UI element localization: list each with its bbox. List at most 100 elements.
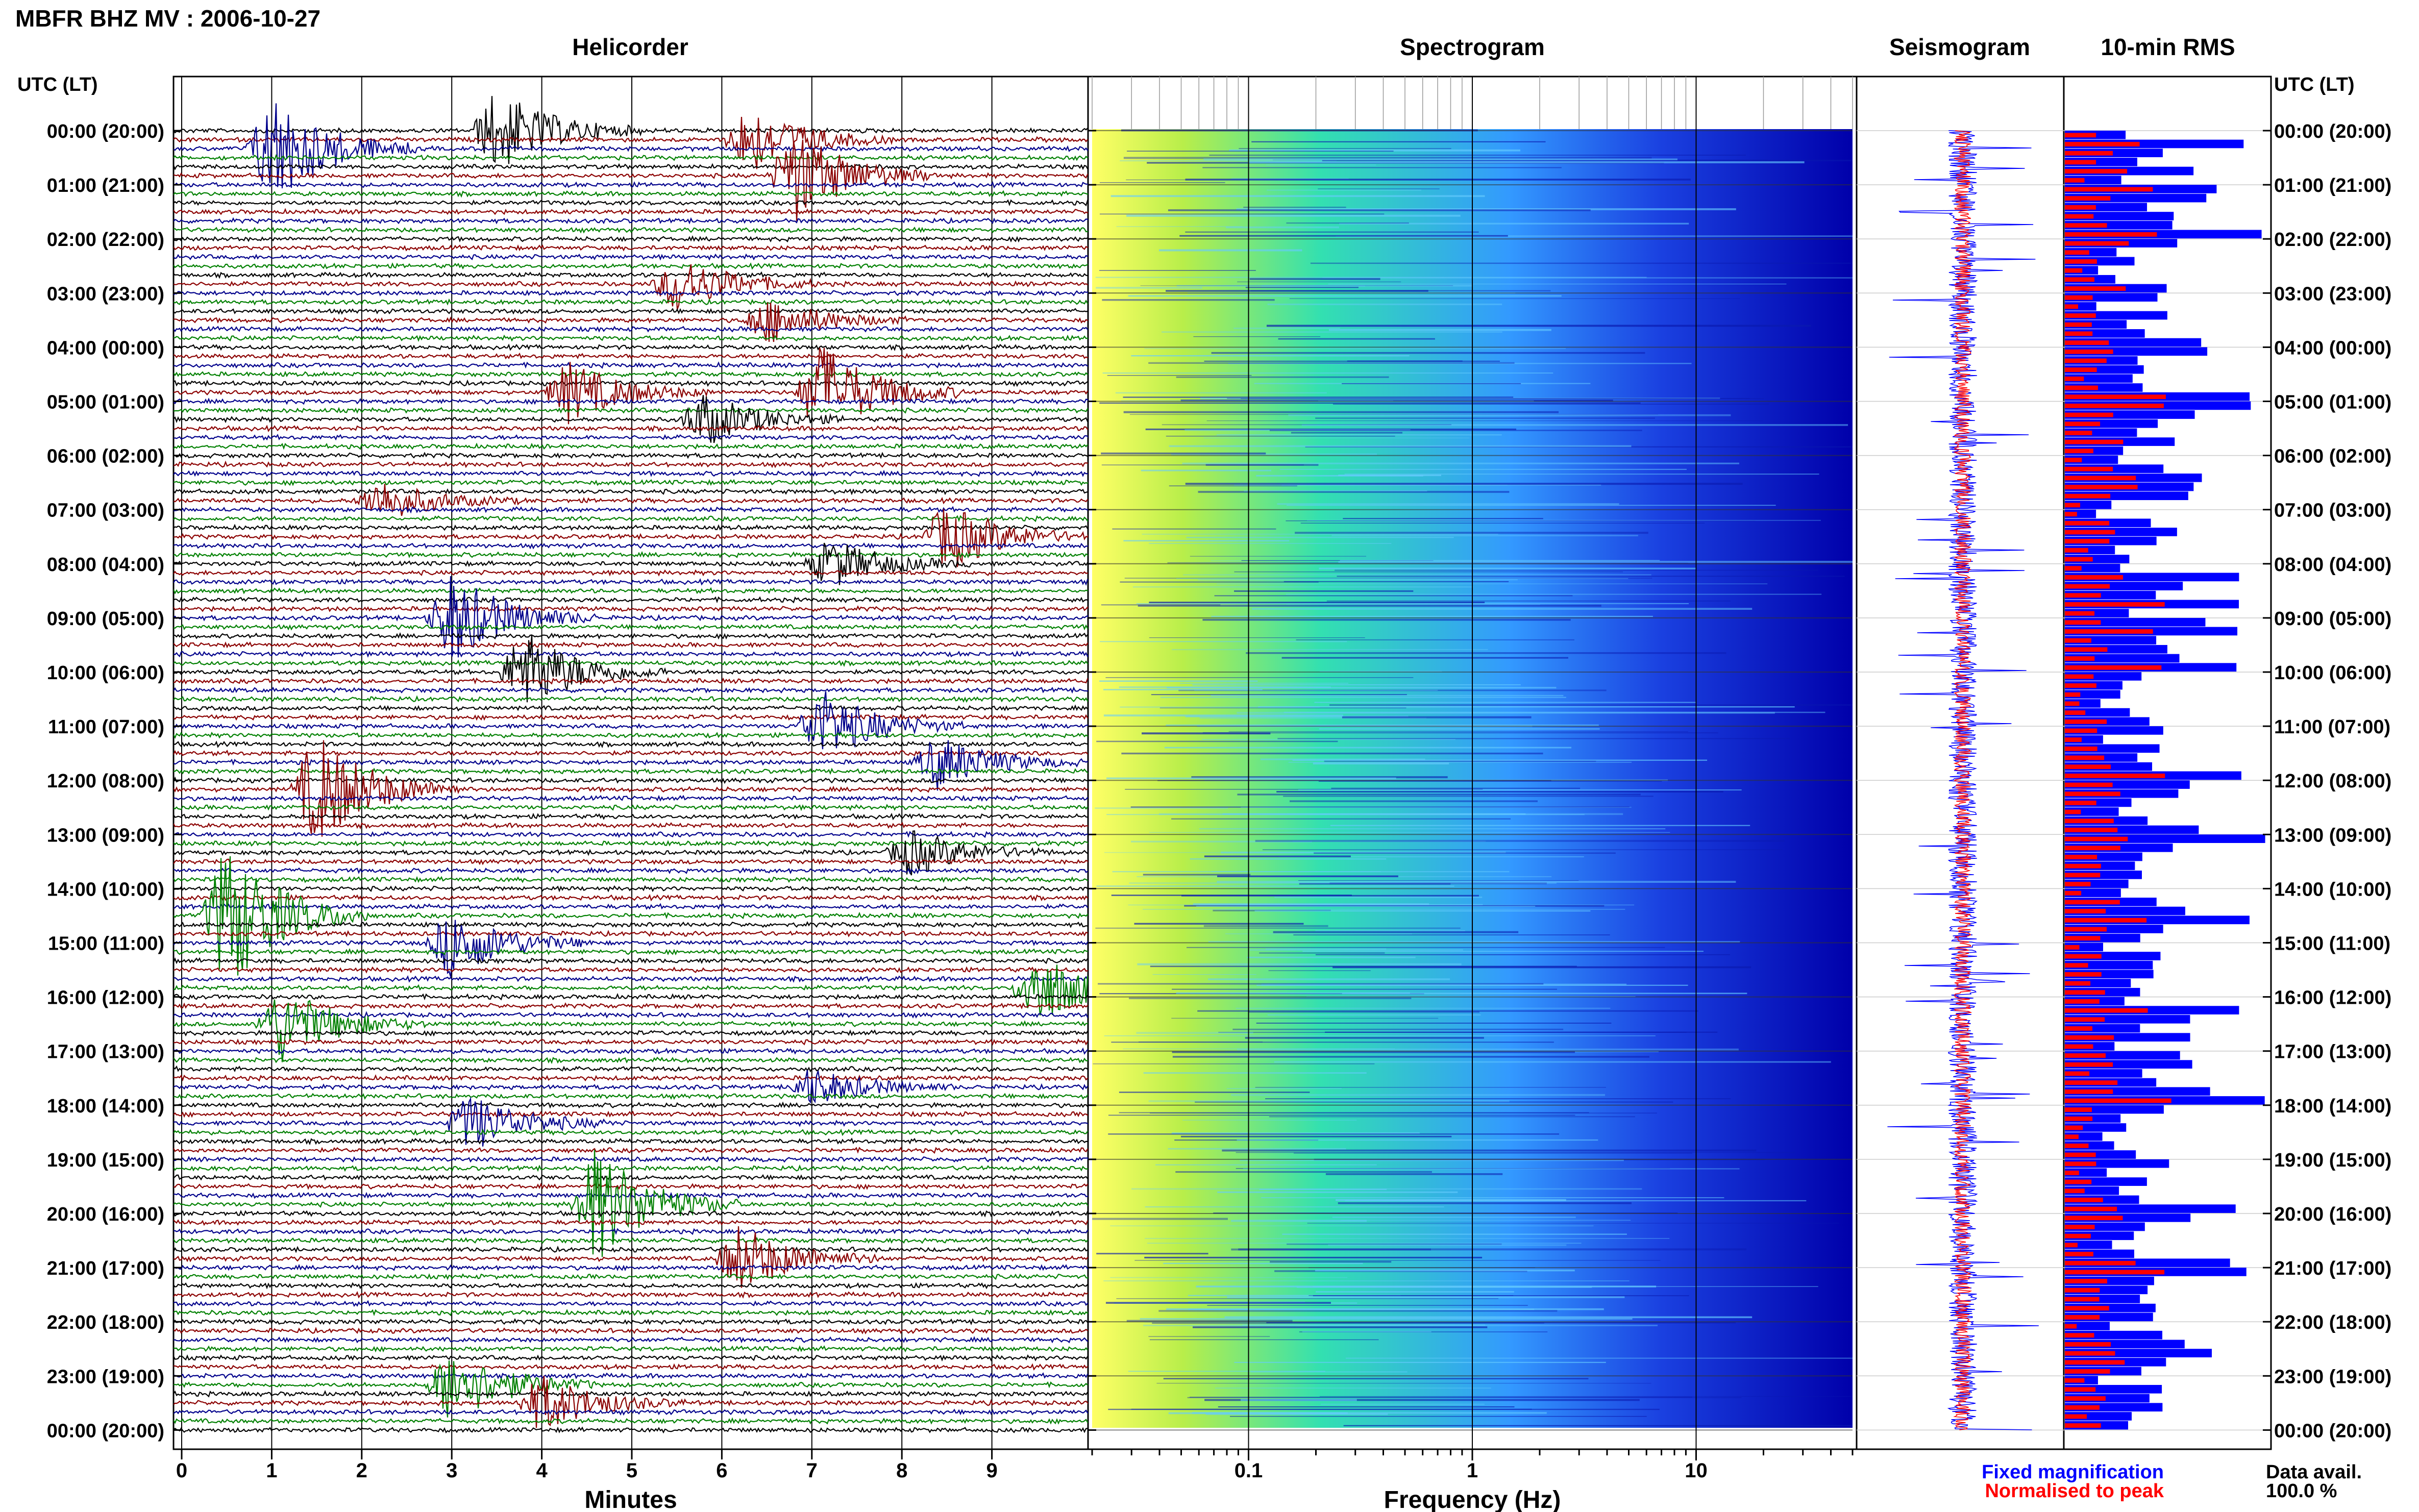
rms-bar-normalised xyxy=(2065,1171,2079,1175)
rms-bar-normalised xyxy=(2065,1152,2096,1157)
rms-bar-normalised xyxy=(2065,719,2107,724)
helicorder-trace xyxy=(174,1227,1088,1235)
rms-bar-normalised xyxy=(2065,999,2100,1004)
spectrogram-title: Spectrogram xyxy=(1400,34,1545,60)
rms-bar-normalised xyxy=(2065,1198,2103,1202)
time-tick-label-right: 18:00 (14:00) xyxy=(2274,1096,2391,1117)
time-tick-label-left: 17:00 (13:00) xyxy=(47,1042,164,1063)
time-tick-label-left: 04:00 (00:00) xyxy=(47,337,164,359)
helicorder-trace xyxy=(174,749,1088,757)
helicorder-trace xyxy=(174,686,1088,694)
time-tick-label-left: 19:00 (15:00) xyxy=(47,1150,164,1171)
rms-bar-normalised xyxy=(2065,1206,2117,1211)
rms-bar-normalised xyxy=(2065,710,2086,715)
rms-bar-normalised xyxy=(2065,800,2096,805)
rms-bar-normalised xyxy=(2065,836,2128,841)
helicorder-trace xyxy=(174,1065,1088,1073)
helicorder-trace xyxy=(174,596,1088,604)
time-tick-label-left: 12:00 (08:00) xyxy=(47,771,164,792)
helicorder-trace xyxy=(174,704,1088,712)
rms-bar-normalised xyxy=(2065,178,2085,183)
legend-normalised-to-peak: Normalised to peak xyxy=(1985,1480,2164,1502)
time-tick-label-left: 07:00 (03:00) xyxy=(47,500,164,522)
helicorder-trace xyxy=(174,1164,1088,1172)
rms-bar-normalised xyxy=(2065,1342,2111,1347)
rms-bar-normalised xyxy=(2065,1333,2094,1338)
helicorder-trace xyxy=(174,352,1088,360)
rms-bar-normalised xyxy=(2065,755,2105,760)
rms-bar-normalised xyxy=(2065,394,2166,400)
rms-bars xyxy=(2064,130,2271,1431)
helicorder-trace xyxy=(174,1263,1088,1272)
rms-bar-normalised xyxy=(2065,1324,2077,1329)
time-tick-label-left: 20:00 (16:00) xyxy=(47,1204,164,1225)
helicorder-trace xyxy=(174,370,1088,378)
rms-bar-normalised xyxy=(2065,972,2102,977)
frequency-tick-label: 0.1 xyxy=(1235,1459,1263,1482)
time-tick-label-left: 00:00 (20:00) xyxy=(47,1420,164,1442)
helicorder-trace xyxy=(174,795,1088,802)
time-tick-label-right: 17:00 (13:00) xyxy=(2274,1042,2391,1063)
rms-bar-normalised xyxy=(2065,1378,2085,1383)
rms-bar-normalised xyxy=(2065,295,2093,300)
helicorder-trace xyxy=(174,1011,1088,1019)
helicorder-trace xyxy=(174,1101,1088,1109)
helicorder-trace xyxy=(174,407,1088,414)
rms-bar-normalised xyxy=(2065,160,2096,165)
helicorder-trace xyxy=(174,1282,1088,1290)
rms-bar-normalised xyxy=(2065,304,2078,309)
time-tick-label-left: 08:00 (04:00) xyxy=(47,554,164,576)
rms-bar-normalised xyxy=(2065,1360,2125,1365)
minutes-axis-label: Minutes xyxy=(584,1486,677,1512)
rms-bar-normalised xyxy=(2065,322,2092,327)
helicorder-trace xyxy=(174,858,1088,865)
rms-bar-normalised xyxy=(2065,819,2114,824)
rms-bar-normalised xyxy=(2065,503,2081,508)
rms-bar-normalised xyxy=(2065,286,2126,291)
legend-fixed-magnification: Fixed magnification xyxy=(1982,1461,2164,1483)
rms-bar-normalised xyxy=(2065,367,2097,373)
helicorder-trace xyxy=(174,1360,1088,1418)
rms-bar-normalised xyxy=(2065,1116,2093,1121)
time-tick-label-right: 21:00 (17:00) xyxy=(2274,1258,2391,1279)
helicorder-trace xyxy=(174,326,1088,333)
rms-bar-normalised xyxy=(2065,412,2113,417)
rms-bar-normalised xyxy=(2065,873,2101,878)
time-tick-label-right: 19:00 (15:00) xyxy=(2274,1150,2391,1171)
helicorder-trace xyxy=(174,298,1088,306)
rms-bar-normalised xyxy=(2065,1260,2136,1266)
time-tick-label-left: 06:00 (02:00) xyxy=(47,446,164,467)
rms-bar-normalised xyxy=(2065,809,2081,814)
helicorder-trace xyxy=(174,96,1088,164)
rms-bar-normalised xyxy=(2065,909,2106,914)
helicorder-trace xyxy=(174,395,1088,443)
time-tick-label-right: 14:00 (10:00) xyxy=(2274,879,2391,900)
rms-bar-normalised xyxy=(2065,223,2107,228)
helicorder-trace xyxy=(174,398,1088,405)
rms-bar-normalised xyxy=(2065,656,2095,661)
minute-tick-label: 0 xyxy=(176,1459,187,1482)
helicorder-trace xyxy=(174,469,1088,477)
helicorder-trace xyxy=(174,103,1088,189)
rms-bar-normalised xyxy=(2065,764,2111,770)
helicorder-trace xyxy=(174,1363,1088,1371)
rms-bar-normalised xyxy=(2065,1369,2110,1374)
rms-bar-normalised xyxy=(2065,828,2118,832)
rms-bar-normalised xyxy=(2065,638,2091,643)
helicorder-trace xyxy=(174,993,1088,1001)
rms-bar-normalised xyxy=(2065,449,2093,454)
helicorder-trace xyxy=(174,740,1088,837)
helicorder-trace xyxy=(174,767,1088,775)
helicorder-trace xyxy=(174,804,1088,811)
rms-bar-normalised xyxy=(2065,584,2110,589)
rms-bar-normalised xyxy=(2065,196,2111,201)
helicorder-trace xyxy=(174,1110,1088,1118)
helicorder-trace xyxy=(174,262,1088,270)
rms-bar-normalised xyxy=(2065,1306,2109,1311)
helicorder-trace xyxy=(174,894,1088,902)
helicorder-trace xyxy=(174,217,1088,225)
helicorder-trace xyxy=(174,587,1088,594)
helicorder-trace xyxy=(174,920,1088,977)
data-availability-value: 100.0 % xyxy=(2266,1480,2337,1502)
rms-bar-normalised xyxy=(2065,900,2120,905)
